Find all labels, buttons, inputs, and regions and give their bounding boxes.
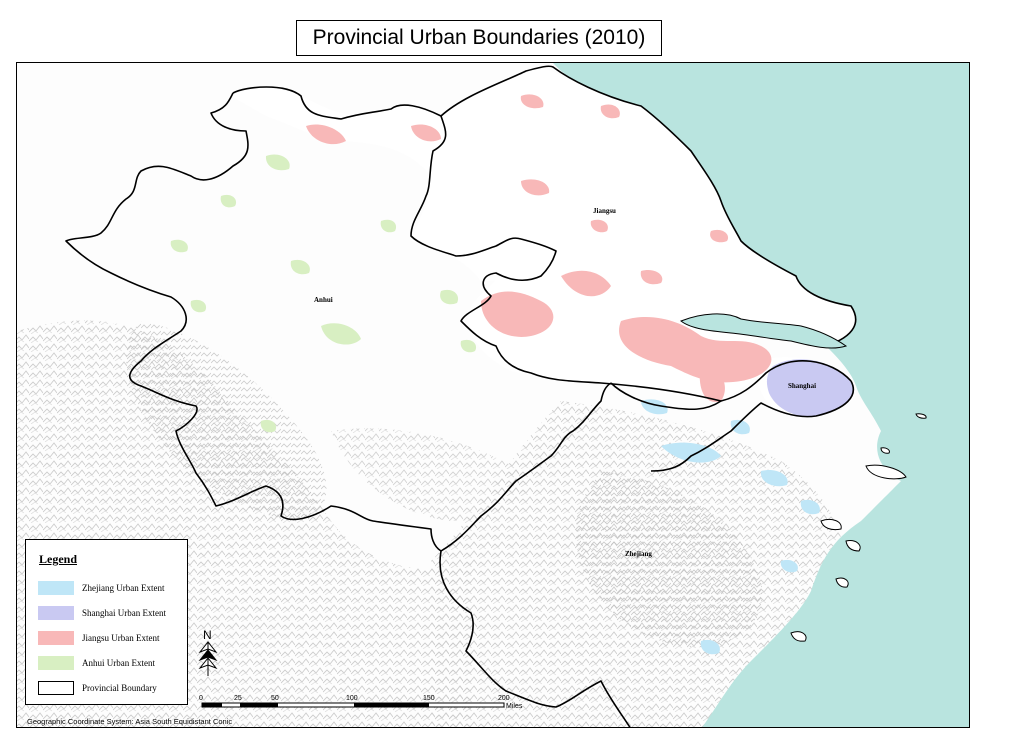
north-arrow-icon: N — [198, 628, 218, 676]
east-china-sea — [553, 63, 969, 727]
zhejiang-swatch — [38, 581, 74, 595]
legend-label: Shanghai Urban Extent — [82, 608, 166, 618]
shanghai-urban-extent — [766, 359, 854, 417]
scale-tick-label: 150 — [423, 695, 435, 702]
scale-tick-label: 100 — [346, 695, 358, 702]
anhui-swatch — [38, 656, 74, 670]
anhui-urban-extent — [170, 154, 477, 433]
jiangsu-urban-extent — [306, 94, 772, 402]
legend-title: Legend — [39, 552, 78, 566]
scale-tick-label: 200 — [498, 695, 510, 702]
shanghai-swatch — [38, 606, 74, 620]
legend-item-jiangsu: Jiangsu Urban Extent — [38, 630, 188, 646]
north-label: N — [203, 628, 212, 642]
legend: Legend Zhejiang Urban Extent Shanghai Ur… — [25, 539, 188, 705]
province-label-shanghai: Shanghai — [788, 382, 816, 390]
province-label-jiangsu: Jiangsu — [593, 207, 616, 215]
legend-label: Jiangsu Urban Extent — [82, 633, 160, 643]
scale-bar: 0 25 50 100 150 200 Miles — [199, 695, 523, 710]
legend-label: Anhui Urban Extent — [82, 658, 155, 668]
legend-label: Zhejiang Urban Extent — [82, 583, 165, 593]
legend-item-boundary: Provincial Boundary — [38, 680, 188, 696]
legend-label: Provincial Boundary — [82, 683, 157, 693]
boundary-swatch — [38, 681, 74, 695]
scale-tick-label: 50 — [271, 695, 279, 702]
scale-unit: Miles — [506, 703, 523, 710]
coordinate-system-note: Geographic Coordinate System: Asia South… — [27, 717, 233, 726]
province-label-zhejiang: Zhejiang — [625, 550, 652, 558]
map-title: Provincial Urban Boundaries (2010) — [296, 20, 662, 56]
coastal-islands — [790, 413, 927, 642]
zhejiang-urban-extent — [641, 399, 820, 655]
legend-item-shanghai: Shanghai Urban Extent — [38, 605, 188, 621]
provincial-boundaries — [65, 65, 857, 727]
scale-tick-label: 25 — [234, 695, 242, 702]
scale-tick-label: 0 — [199, 695, 203, 702]
legend-item-anhui: Anhui Urban Extent — [38, 655, 188, 671]
jiangsu-swatch — [38, 631, 74, 645]
legend-item-zhejiang: Zhejiang Urban Extent — [38, 580, 188, 596]
yangtze-estuary — [680, 313, 848, 349]
province-label-anhui: Anhui — [314, 296, 333, 304]
